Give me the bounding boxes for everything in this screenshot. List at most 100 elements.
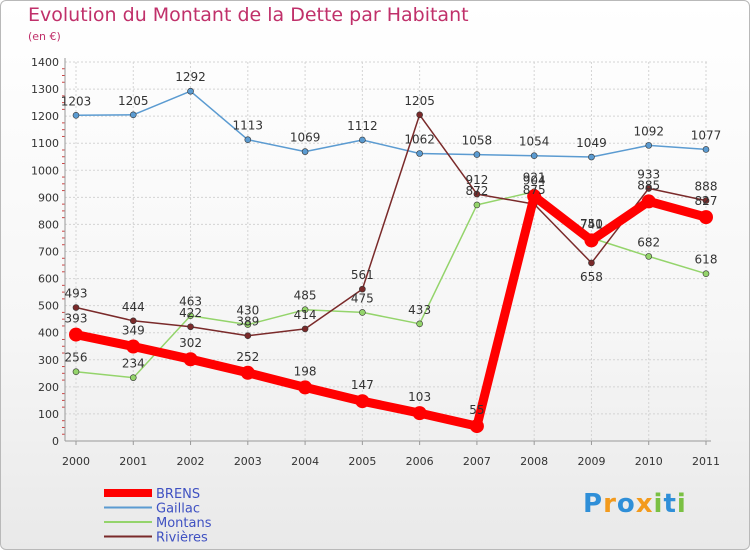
x-tick-label: 2010 xyxy=(635,455,663,468)
data-label-layer: 1203 1205 1292 1113 1069 1112 1062 1058 1054 1049… xyxy=(61,70,722,417)
series-line-brens xyxy=(71,191,711,431)
data-label-montans: 463 xyxy=(179,295,202,309)
data-point-brens xyxy=(69,327,83,342)
data-label-montans: 682 xyxy=(637,235,660,249)
data-label-montans: 921 xyxy=(523,171,546,185)
data-label-rivières: 912 xyxy=(465,173,488,187)
data-point-rivières xyxy=(588,259,595,267)
data-label-brens: 827 xyxy=(695,194,718,208)
data-point-brens xyxy=(412,406,427,421)
x-tick-label: 2009 xyxy=(577,455,605,468)
data-label-gaillac: 1062 xyxy=(404,133,435,147)
data-point-montans xyxy=(702,270,710,277)
data-point-gaillac xyxy=(187,87,194,95)
data-point-brens xyxy=(527,189,542,204)
data-point-rivières xyxy=(244,332,252,339)
data-point-rivières xyxy=(72,304,80,311)
data-point-brens xyxy=(183,352,198,367)
data-label-rivières: 933 xyxy=(637,167,660,181)
data-label-gaillac: 1113 xyxy=(233,119,264,133)
x-tick-label: 2000 xyxy=(62,455,90,468)
data-point-brens xyxy=(641,194,656,209)
data-label-montans: 872 xyxy=(465,184,488,198)
proxiti-logo: Proxiti xyxy=(583,489,687,519)
chart-subtitle: (en €) xyxy=(28,30,61,43)
data-point-brens xyxy=(298,380,313,395)
series-line-gaillac xyxy=(75,90,707,158)
data-point-rivières xyxy=(187,323,194,331)
data-label-gaillac: 1292 xyxy=(175,70,206,84)
y-tick-label: 100 xyxy=(38,408,59,421)
data-point-montans xyxy=(473,201,481,209)
data-label-brens: 252 xyxy=(236,350,259,364)
data-point-montans xyxy=(72,368,80,375)
data-point-brens xyxy=(699,210,713,225)
legend-label: Gaillac xyxy=(156,502,200,517)
y-tick-label: 700 xyxy=(38,246,59,259)
data-point-rivières xyxy=(702,197,710,204)
x-tick-label: 2006 xyxy=(406,455,434,468)
chart-title: Evolution du Montant de la Dette par Hab… xyxy=(28,4,469,26)
x-tick-label: 2001 xyxy=(119,455,147,468)
data-label-gaillac: 1058 xyxy=(462,134,493,148)
data-label-montans: 618 xyxy=(695,253,718,267)
data-point-brens xyxy=(469,419,484,434)
y-tick-label: 500 xyxy=(38,300,59,313)
data-label-gaillac: 1203 xyxy=(61,94,92,108)
series-line-rivières xyxy=(75,114,707,337)
data-label-montans: 475 xyxy=(351,291,374,305)
data-label-rivières: 658 xyxy=(580,270,603,284)
grid-layer xyxy=(65,61,707,442)
data-label-rivières: 389 xyxy=(236,315,259,329)
data-label-gaillac: 1049 xyxy=(576,136,607,150)
y-tick-label: 200 xyxy=(38,381,59,394)
data-label-brens: 302 xyxy=(179,336,202,350)
x-tick-label: 2004 xyxy=(291,455,319,468)
data-point-gaillac xyxy=(645,142,653,149)
data-point-gaillac xyxy=(359,136,366,144)
data-point-montans xyxy=(359,309,366,316)
data-label-rivières: 1205 xyxy=(404,94,435,108)
y-tick-label: 1400 xyxy=(31,56,59,69)
data-label-brens: 55 xyxy=(469,403,484,417)
data-point-montans xyxy=(416,320,423,328)
data-label-brens: 103 xyxy=(408,390,431,404)
x-tick-label: 2002 xyxy=(177,455,205,468)
data-point-rivières xyxy=(416,111,423,119)
logo-letter: P xyxy=(583,489,604,519)
x-tick-label: 2003 xyxy=(234,455,262,468)
data-label-brens: 147 xyxy=(351,378,374,392)
x-tick-label: 2005 xyxy=(348,455,376,468)
logo-letter: t xyxy=(663,489,677,519)
data-point-rivières xyxy=(129,317,137,325)
data-point-brens xyxy=(240,365,255,380)
y-tick-label: 0 xyxy=(52,435,59,448)
data-label-brens: 349 xyxy=(122,324,145,338)
logo-letter: i xyxy=(653,489,664,519)
data-point-rivières xyxy=(473,190,481,198)
data-point-montans xyxy=(301,306,309,314)
data-point-gaillac xyxy=(72,112,80,119)
logo-letter: i xyxy=(676,489,687,519)
y-tick-label: 1100 xyxy=(31,137,59,150)
axis-layer: 0 100 200 300 400 500 600 700 800 900 1000 1100 1200… xyxy=(31,56,720,468)
data-label-rivières: 414 xyxy=(294,308,317,322)
data-label-rivières: 422 xyxy=(179,306,202,320)
data-label-rivières: 493 xyxy=(65,287,88,301)
data-point-gaillac xyxy=(588,153,595,161)
data-label-gaillac: 1092 xyxy=(633,124,664,138)
data-label-montans: 256 xyxy=(65,351,88,365)
y-tick-label: 1300 xyxy=(31,83,59,96)
data-point-gaillac xyxy=(702,146,710,153)
data-label-rivières: 875 xyxy=(523,183,546,197)
data-point-gaillac xyxy=(301,148,309,155)
y-tick-label: 600 xyxy=(38,273,59,286)
logo-letter: x xyxy=(635,489,654,519)
data-point-rivières xyxy=(645,185,653,192)
data-point-brens xyxy=(126,339,141,354)
y-tick-label: 400 xyxy=(38,327,59,340)
logo-letter: o xyxy=(616,489,636,519)
data-label-brens: 904 xyxy=(523,173,546,187)
data-point-brens xyxy=(584,233,599,248)
data-label-montans: 485 xyxy=(294,289,317,303)
